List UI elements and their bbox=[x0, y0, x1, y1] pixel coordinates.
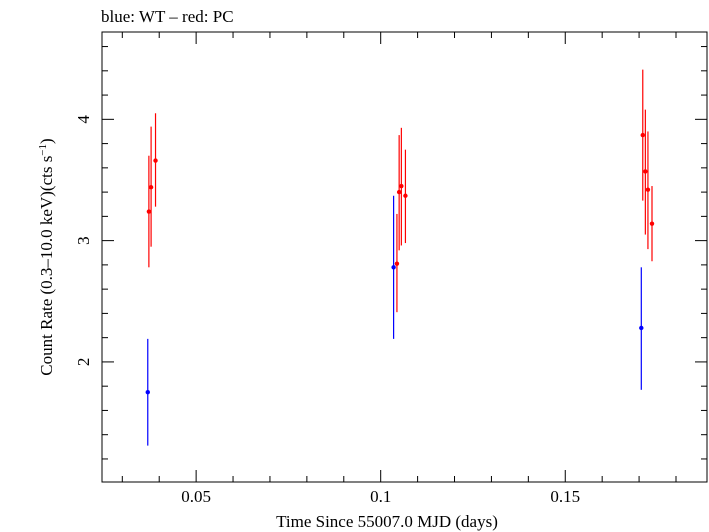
data-point bbox=[640, 132, 645, 138]
y-tick-label: 3 bbox=[74, 236, 93, 245]
data-point bbox=[649, 221, 655, 226]
plot-frame bbox=[101, 31, 708, 483]
y-axis-label-main: Count Rate (0.3–10.0 keV)(cts s bbox=[37, 156, 56, 376]
chart-title: blue: WT – red: PC bbox=[101, 7, 234, 26]
x-axis-label: Time Since 55007.0 MJD (days) bbox=[276, 512, 498, 531]
data-point bbox=[643, 169, 648, 174]
data-point bbox=[145, 390, 150, 395]
x-tick-label: 0.05 bbox=[181, 487, 211, 506]
x-tick-label: 0.15 bbox=[550, 487, 580, 506]
data-point bbox=[639, 325, 644, 331]
data-marks bbox=[145, 69, 655, 446]
data-point bbox=[396, 189, 402, 195]
data-point bbox=[153, 158, 158, 163]
x-tick-label: 0.1 bbox=[370, 487, 391, 506]
data-point bbox=[399, 183, 404, 189]
data-point bbox=[394, 261, 400, 266]
y-axis-label-close: ) bbox=[37, 138, 56, 144]
data-point bbox=[645, 187, 651, 192]
data-point bbox=[403, 193, 408, 198]
y-tick-label: 4 bbox=[74, 115, 93, 124]
axis-ticks bbox=[102, 32, 707, 482]
data-point bbox=[146, 209, 152, 214]
data-point bbox=[391, 265, 396, 270]
y-axis-label: Count Rate (0.3–10.0 keV)(cts s−1) bbox=[37, 138, 56, 375]
y-axis-label-exponent: −1 bbox=[37, 144, 49, 156]
axis-tick-labels: 0.05 0.1 0.15 2 3 4 bbox=[74, 115, 580, 506]
y-tick-label: 2 bbox=[74, 358, 93, 367]
data-point bbox=[148, 185, 154, 190]
